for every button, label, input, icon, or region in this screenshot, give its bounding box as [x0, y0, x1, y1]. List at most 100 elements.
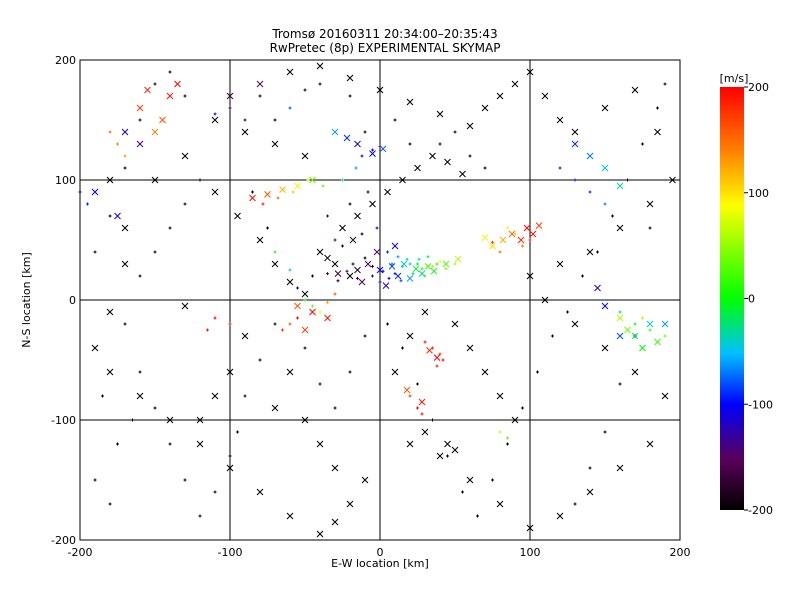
colorbar-tick-label: -100	[748, 398, 773, 411]
scatter-point-cross	[364, 260, 372, 268]
scatter-point-plus	[321, 184, 325, 188]
scatter-point-cross	[196, 440, 204, 448]
scatter-point-plus	[318, 382, 322, 386]
scatter-point-plus	[405, 257, 409, 261]
scatter-point-plus	[498, 430, 502, 434]
scatter-point-plus	[416, 382, 419, 386]
scatter-point-plus	[506, 442, 509, 446]
scatter-point-cross	[166, 416, 174, 424]
scatter-point-plus	[261, 202, 265, 206]
scatter-point-cross	[451, 446, 459, 454]
scatter-point-plus	[236, 430, 239, 434]
scatter-point-plus	[566, 310, 569, 314]
scatter-point-plus	[341, 178, 344, 182]
scatter-point-plus	[399, 279, 403, 283]
scatter-point-cross	[343, 134, 351, 142]
scatter-point-cross	[412, 265, 420, 273]
scatter-point-cross	[526, 272, 534, 280]
colorbar-ticks: 200 100 0 -100 -200	[744, 81, 773, 517]
scatter-point-plus	[273, 322, 277, 326]
scatter-point-cross	[646, 200, 654, 208]
scatter-point-plus	[288, 268, 292, 272]
scatter-point-plus	[461, 490, 464, 494]
scatter-point-cross	[211, 188, 219, 196]
scatter-point-plus	[363, 256, 367, 260]
scatter-point-plus	[521, 244, 524, 248]
scatter-point-cross	[121, 260, 129, 268]
scatter-point-cross	[556, 260, 564, 268]
scatter-point-cross	[369, 200, 376, 208]
scatter-point-cross	[294, 182, 301, 190]
scatter-point-plus	[281, 328, 284, 332]
scatter-point-plus	[345, 269, 349, 273]
scatter-point-cross	[489, 242, 496, 250]
scatter-point-plus	[228, 322, 232, 326]
scatter-point-plus	[491, 478, 494, 482]
scatter-point-plus	[153, 406, 157, 410]
scatter-point-cross	[616, 224, 624, 232]
scatter-point-cross	[391, 368, 399, 376]
scatter-point-cross	[211, 392, 219, 400]
scatter-point-cross	[646, 440, 654, 448]
scatter-point-cross	[121, 128, 129, 136]
colorbar-tick-label: 0	[748, 293, 755, 306]
scatter-point-cross	[661, 320, 669, 328]
scatter-point-cross	[496, 92, 504, 100]
scatter-point-cross	[384, 188, 391, 196]
scatter-point-plus	[420, 267, 424, 271]
scatter-point-cross	[316, 62, 324, 70]
scatter-point-plus	[371, 264, 374, 268]
scatter-point-cross	[624, 326, 631, 334]
scatter-point-cross	[241, 128, 249, 136]
scatter-point-cross	[654, 338, 661, 346]
x-tick-label: -100	[218, 546, 243, 559]
scatter-point-plus	[431, 264, 434, 268]
scatter-point-cross	[466, 476, 474, 484]
scatter-point-plus	[354, 166, 358, 170]
data-points	[78, 62, 676, 538]
scatter-point-plus	[228, 106, 232, 110]
scatter-point-plus	[326, 214, 329, 218]
scatter-point-plus	[168, 70, 172, 74]
scatter-point-plus	[431, 418, 434, 422]
y-axis-label: N-S location [km]	[20, 252, 33, 348]
x-tick-label: 0	[377, 546, 384, 559]
scatter-point-plus	[438, 260, 442, 264]
scatter-point-cross	[301, 290, 309, 298]
scatter-point-plus	[123, 322, 127, 326]
scatter-point-plus	[476, 514, 479, 518]
scatter-point-plus	[528, 238, 532, 242]
scatter-point-plus	[483, 166, 487, 170]
scatter-point-plus	[408, 142, 412, 146]
scatter-point-cross	[196, 416, 204, 424]
scatter-point-plus	[453, 262, 457, 266]
scatter-point-plus	[656, 106, 659, 110]
scatter-point-plus	[396, 255, 400, 259]
scatter-point-plus	[491, 240, 494, 244]
scatter-point-cross	[436, 110, 444, 118]
scatter-point-cross	[433, 354, 441, 361]
scatter-point-plus	[387, 276, 391, 280]
scatter-point-plus	[393, 118, 397, 122]
scatter-point-plus	[468, 154, 472, 158]
scatter-point-plus	[573, 502, 577, 506]
colorbar-tick-label: 100	[748, 187, 769, 200]
scatter-point-plus	[513, 232, 517, 236]
scatter-point-plus	[551, 334, 554, 338]
scatter-point-cross	[369, 150, 376, 157]
scatter-point-cross	[616, 464, 624, 472]
scatter-point-plus	[138, 274, 142, 278]
scatter-point-plus	[198, 178, 202, 182]
scatter-point-cross	[151, 176, 159, 184]
scatter-point-plus	[378, 280, 382, 284]
scatter-point-plus	[435, 364, 439, 368]
scatter-point-plus	[326, 300, 329, 304]
scatter-point-plus	[648, 328, 652, 332]
scatter-point-cross	[418, 270, 426, 277]
scatter-point-cross	[271, 260, 279, 268]
scatter-point-cross	[418, 398, 426, 406]
scatter-point-cross	[661, 392, 669, 400]
colorbar-label: [m/s]	[720, 72, 749, 85]
scatter-point-cross	[91, 188, 99, 196]
